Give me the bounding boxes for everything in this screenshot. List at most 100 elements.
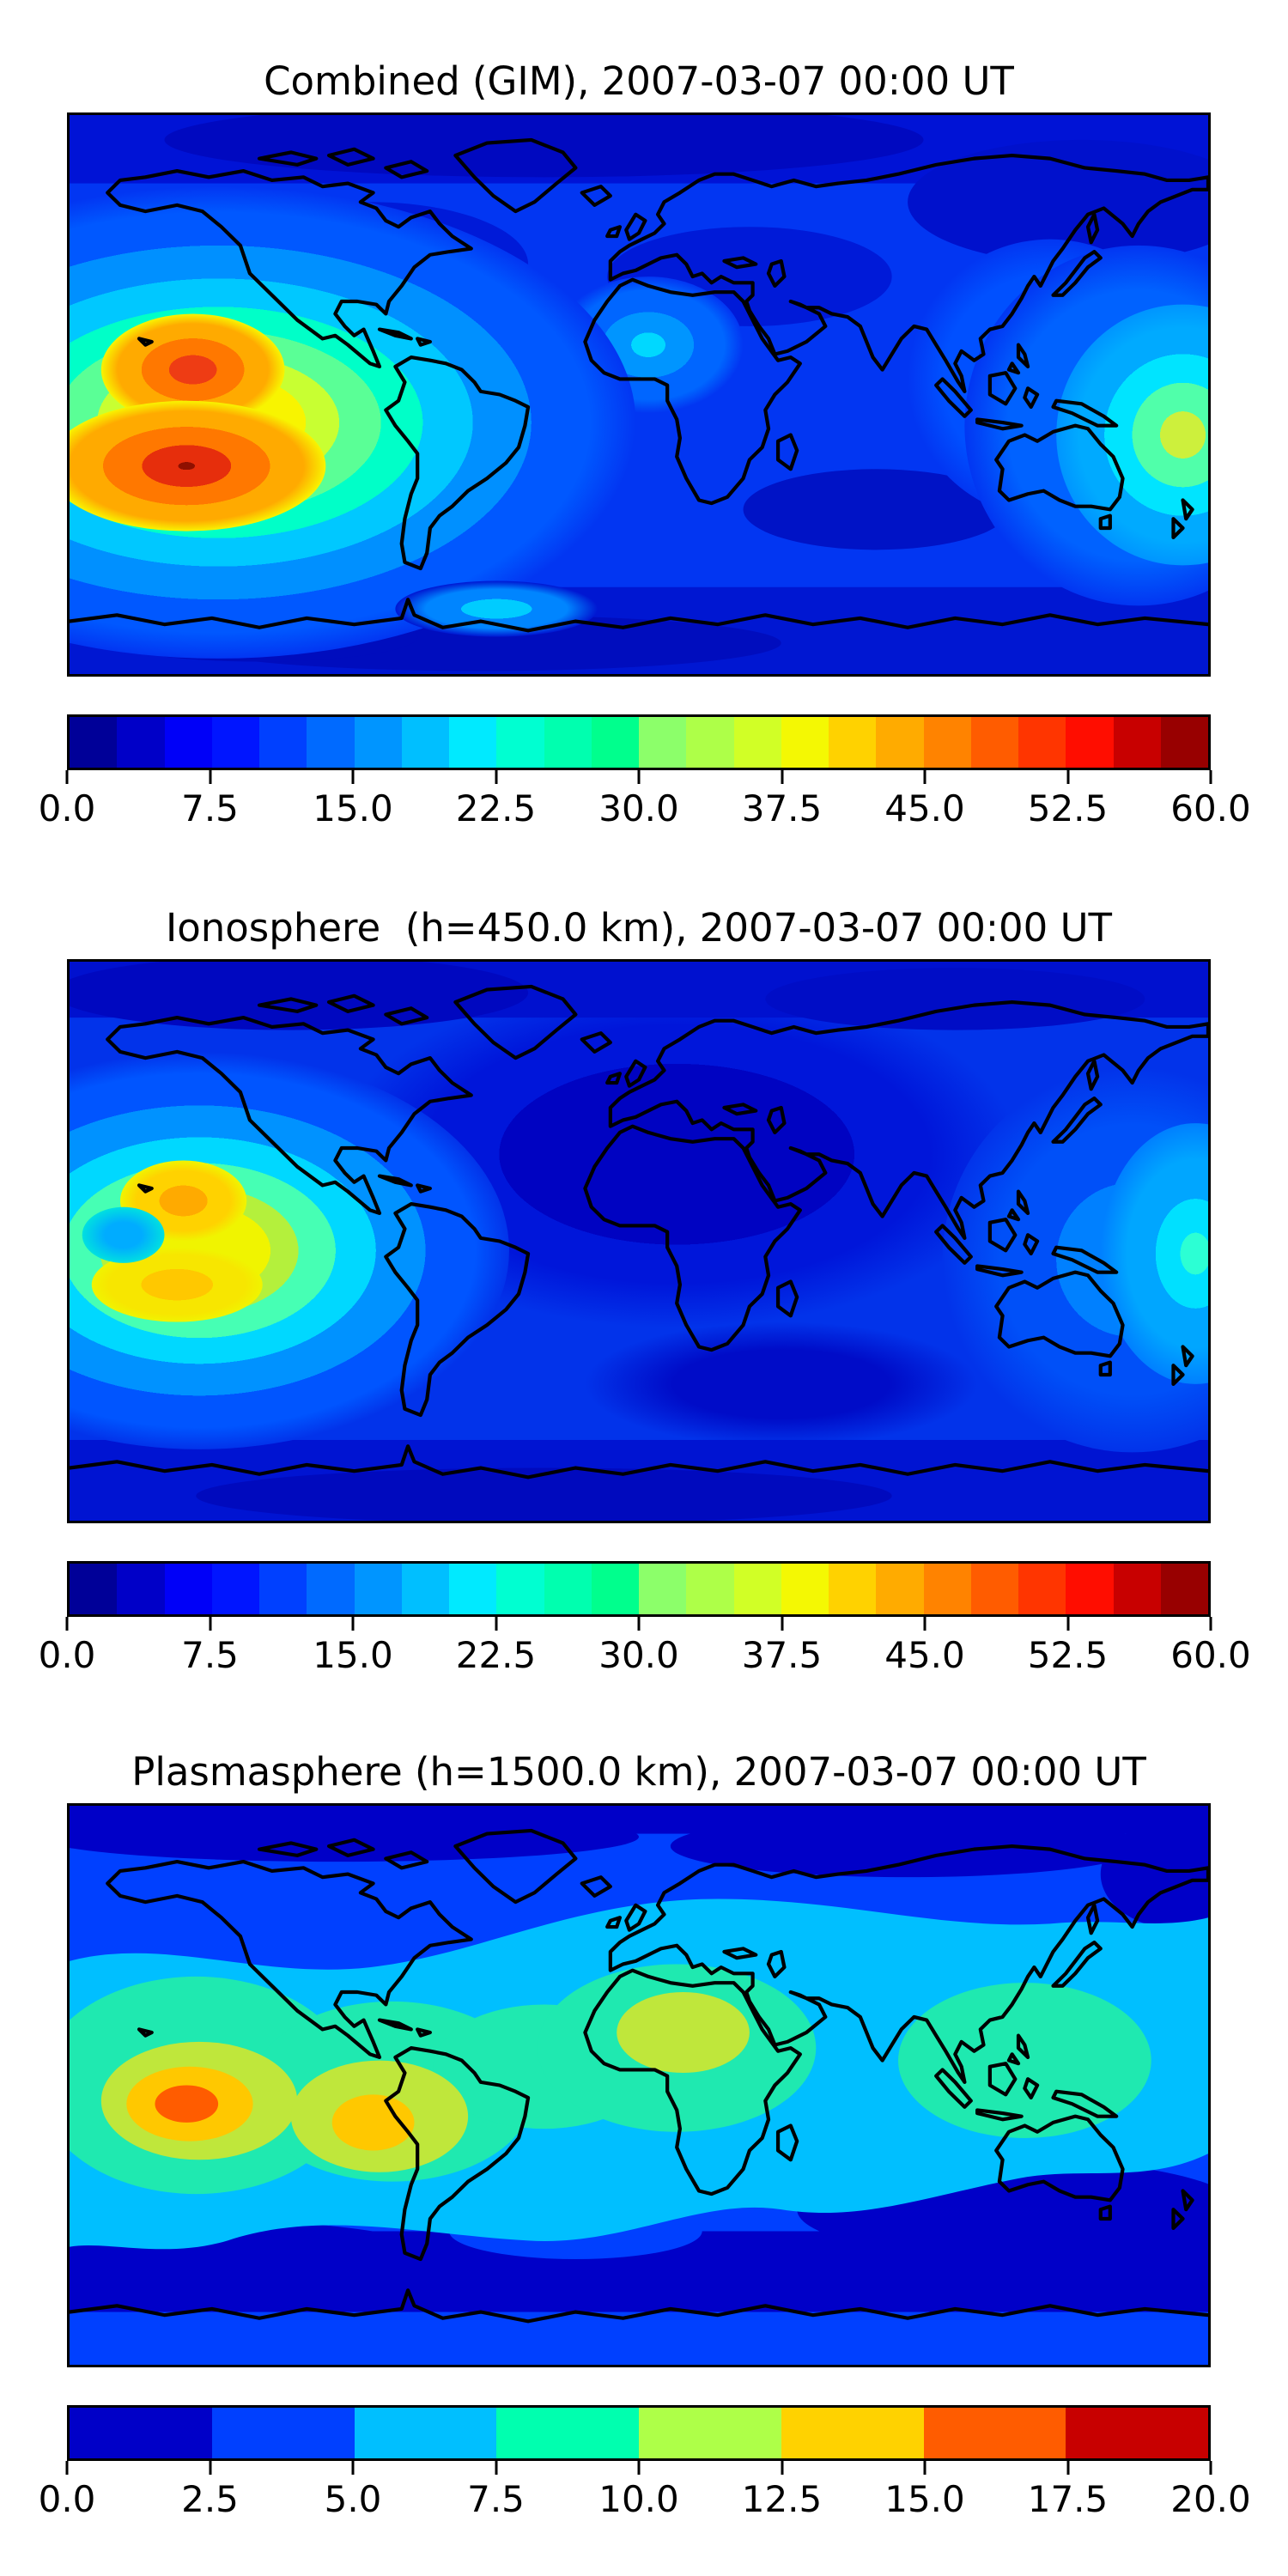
colorbar-tick [209, 1617, 211, 1631]
colorbar-tick [495, 770, 497, 784]
colorbar-tick-label: 7.5 [181, 787, 239, 829]
colorbar-tick-label: 0.0 [38, 2478, 96, 2520]
colorbar-ionosphere [67, 1561, 1211, 1617]
colorbar-tick-label: 37.5 [741, 787, 823, 829]
colorbar-ticks-plasmasphere [65, 2461, 1212, 2475]
colorbar-tick-label: 10.0 [598, 2478, 679, 2520]
colorbar-tick [637, 1617, 641, 1631]
colorbar-segment [70, 2408, 212, 2458]
colorbar-segment [401, 717, 449, 768]
colorbar-segment [1066, 2408, 1208, 2458]
world-map-plasmasphere-svg [70, 1806, 1208, 2365]
colorbar-combined [67, 714, 1211, 770]
colorbar-tick [1209, 770, 1212, 784]
colorbar-segment [117, 1564, 165, 1614]
panel-title-ionosphere: Ionosphere (h=450.0 km), 2007-03-07 00:0… [165, 905, 1113, 951]
colorbar-segment [259, 1564, 307, 1614]
map-plasmasphere [67, 1803, 1211, 2367]
colorbar-segment [876, 717, 924, 768]
colorbar-tick [781, 770, 783, 784]
colorbar-segment [970, 1564, 1018, 1614]
colorbar-tick-label: 45.0 [884, 787, 965, 829]
colorbar-segment [544, 1564, 592, 1614]
colorbar-segment [1018, 1564, 1066, 1614]
colorbar-tick [781, 2461, 783, 2475]
colorbar-segment [401, 1564, 449, 1614]
colorbar-segment [496, 717, 544, 768]
colorbar-tick-label: 52.5 [1027, 1634, 1109, 1676]
colorbar-tick-label: 0.0 [38, 787, 96, 829]
colorbar-tick [65, 2461, 69, 2475]
colorbar-segment [923, 1564, 971, 1614]
colorbar-segment [1113, 1564, 1161, 1614]
colorbar-tick-label: 7.5 [181, 1634, 239, 1676]
colorbar-segment [117, 717, 165, 768]
colorbar-tick-label: 30.0 [598, 787, 679, 829]
colorbar-segment [876, 1564, 924, 1614]
colorbar-tick [209, 2461, 211, 2475]
colorbar-tick-label: 22.5 [455, 787, 537, 829]
colorbar-segment [923, 717, 971, 768]
colorbar-segment [70, 1564, 118, 1614]
colorbar-segment [164, 1564, 212, 1614]
colorbar-tick-label: 20.0 [1170, 2478, 1251, 2520]
colorbar-tick [1066, 1617, 1069, 1631]
colorbar-segment [1113, 717, 1161, 768]
colorbar-tick [351, 770, 355, 784]
panel-title-plasmasphere: Plasmasphere (h=1500.0 km), 2007-03-07 0… [131, 1749, 1146, 1795]
colorbar-segment [591, 1564, 639, 1614]
colorbar-tick [923, 770, 927, 784]
colorbar-segment [211, 2408, 355, 2458]
colorbar-segment [923, 2408, 1066, 2458]
colorbar-segment [829, 717, 877, 768]
panel-title-combined: Combined (GIM), 2007-03-07 00:00 UT [264, 58, 1014, 104]
colorbar-tick [637, 770, 641, 784]
colorbar-segment [70, 717, 118, 768]
colorbar-tick [923, 1617, 927, 1631]
colorbar-tick-label: 60.0 [1170, 1634, 1251, 1676]
colorbar-tick [637, 2461, 641, 2475]
colorbar-segment [1066, 717, 1114, 768]
colorbar-segment [1160, 717, 1208, 768]
colorbar-segment [354, 1564, 402, 1614]
colorbar-tick-label: 12.5 [741, 2478, 823, 2520]
colorbar-labels-plasmasphere: 0.0 2.5 5.0 7.5 10.0 12.5 15.0 17.5 20.0 [39, 2478, 1251, 2523]
world-map-combined-svg [70, 115, 1208, 674]
colorbar-segment [354, 2408, 497, 2458]
colorbar-segment [259, 717, 307, 768]
colorbar-segment [164, 717, 212, 768]
colorbar-segment [781, 1564, 829, 1614]
colorbar-tick-label: 60.0 [1170, 787, 1251, 829]
colorbar-tick [923, 2461, 927, 2475]
colorbar-segment [1018, 717, 1066, 768]
colorbar-tick-label: 0.0 [38, 1634, 96, 1676]
colorbar-tick [351, 1617, 355, 1631]
colorbar-tick-label: 2.5 [181, 2478, 239, 2520]
colorbar-tick-label: 15.0 [884, 2478, 965, 2520]
colorbar-tick [1209, 2461, 1212, 2475]
colorbar-plasmasphere [67, 2405, 1211, 2461]
colorbar-tick [65, 770, 69, 784]
colorbar-tick [1066, 770, 1069, 784]
colorbar-segment [733, 717, 781, 768]
colorbar-segment [496, 2408, 639, 2458]
colorbar-tick-label: 45.0 [884, 1634, 965, 1676]
colorbar-segment [307, 717, 355, 768]
colorbar-labels-ionosphere: 0.0 7.5 15.0 22.5 30.0 37.5 45.0 52.5 60.0 [39, 1634, 1251, 1679]
colorbar-tick [209, 770, 211, 784]
colorbar-tick [495, 1617, 497, 1631]
colorbar-tick [781, 1617, 783, 1631]
colorbar-segment [733, 1564, 781, 1614]
colorbar-segment [307, 1564, 355, 1614]
colorbar-tick-label: 30.0 [598, 1634, 679, 1676]
colorbar-segment [354, 717, 402, 768]
colorbar-tick-label: 22.5 [455, 1634, 537, 1676]
colorbar-segment [781, 2408, 924, 2458]
colorbar-segment [1066, 1564, 1114, 1614]
colorbar-segment [449, 1564, 497, 1614]
colorbar-tick [65, 1617, 69, 1631]
colorbar-tick [351, 2461, 355, 2475]
colorbar-tick-label: 5.0 [324, 2478, 382, 2520]
colorbar-tick-label: 37.5 [741, 1634, 823, 1676]
